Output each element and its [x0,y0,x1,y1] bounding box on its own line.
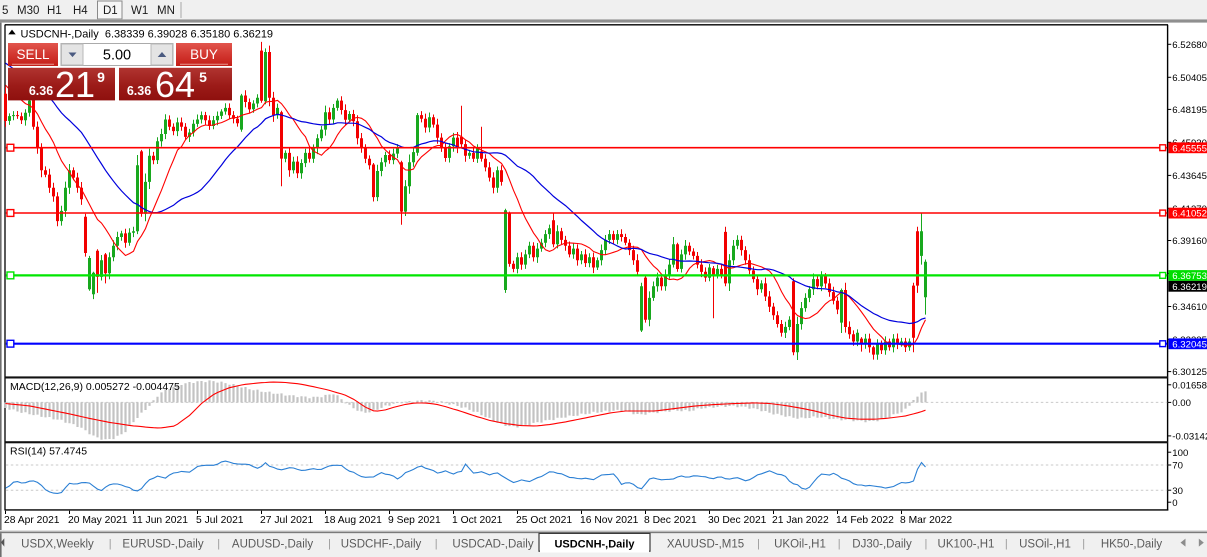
svg-text:11 Jun 2021: 11 Jun 2021 [132,515,188,526]
svg-text:W1: W1 [131,5,148,17]
svg-text:USOil-,H1: USOil-,H1 [1019,539,1071,551]
svg-text:6.36: 6.36 [127,84,151,98]
svg-text:RSI(14) 57.4745: RSI(14) 57.4745 [10,446,87,458]
svg-text:H1: H1 [47,5,62,17]
svg-text:D1: D1 [103,5,118,17]
svg-text:USDCNH-,Daily: USDCNH-,Daily [554,539,635,551]
svg-text:14 Feb 2022: 14 Feb 2022 [836,515,894,526]
svg-text:6.36: 6.36 [29,84,53,98]
svg-text:EURUSD-,Daily: EURUSD-,Daily [122,539,203,551]
svg-text:MN: MN [157,5,175,17]
svg-text:H4: H4 [73,5,88,17]
svg-text:100: 100 [1172,448,1188,459]
svg-text:AUDUSD-,Daily: AUDUSD-,Daily [232,539,313,551]
svg-text:DJ30-,Daily: DJ30-,Daily [852,539,912,551]
svg-text:9 Sep 2021: 9 Sep 2021 [388,515,441,526]
svg-text:|: | [109,538,112,550]
svg-text:6.45555: 6.45555 [1172,143,1207,154]
svg-text:XAUUSD-,M15: XAUUSD-,M15 [667,539,744,551]
svg-text:5 Jul 2021: 5 Jul 2021 [196,515,244,526]
svg-text:5.00: 5.00 [103,48,131,64]
svg-text:USDCAD-,Daily: USDCAD-,Daily [452,539,533,551]
svg-text:USDX,Weekly: USDX,Weekly [21,539,94,551]
svg-text:30 Dec 2021: 30 Dec 2021 [708,515,767,526]
svg-text:1 Oct 2021: 1 Oct 2021 [452,515,503,526]
svg-text:16 Nov 2021: 16 Nov 2021 [580,515,639,526]
svg-text:BUY: BUY [190,47,218,62]
svg-text:MACD(12,26,9) 0.005272 -0.0044: MACD(12,26,9) 0.005272 -0.004475 [10,381,180,393]
svg-text:30: 30 [1172,486,1183,497]
svg-text:9: 9 [97,69,105,85]
svg-text:|: | [757,538,760,550]
svg-text:6.36753: 6.36753 [1172,271,1207,282]
svg-text:18 Aug 2021: 18 Aug 2021 [324,515,382,526]
svg-text:6.43645: 6.43645 [1172,171,1207,182]
svg-text:6.52680: 6.52680 [1172,40,1207,51]
svg-text:|: | [838,538,841,550]
svg-text:64: 64 [155,64,195,105]
svg-text:UKOil-,H1: UKOil-,H1 [774,539,826,551]
svg-text:SELL: SELL [16,47,50,62]
svg-text:6.39160: 6.39160 [1172,236,1207,247]
svg-text:|: | [217,538,220,550]
svg-text:27 Jul 2021: 27 Jul 2021 [260,515,314,526]
svg-text:USDCHF-,Daily: USDCHF-,Daily [341,539,422,551]
svg-text:UK100-,H1: UK100-,H1 [938,539,995,551]
svg-text:6.41052: 6.41052 [1172,209,1207,220]
svg-text:|: | [328,538,331,550]
svg-text:20 May 2021: 20 May 2021 [68,515,128,526]
svg-text:6.36219: 6.36219 [1172,282,1207,293]
svg-text:6.34610: 6.34610 [1172,302,1207,313]
svg-text:6.48195: 6.48195 [1172,105,1207,116]
svg-text:8 Mar 2022: 8 Mar 2022 [900,515,952,526]
svg-text:6.50405: 6.50405 [1172,73,1207,84]
svg-text:8 Dec 2021: 8 Dec 2021 [644,515,697,526]
svg-text:|: | [924,538,927,550]
svg-text:|: | [435,538,438,550]
svg-text:5: 5 [2,5,8,17]
svg-text:USDCNH-,Daily 6.38339 6.39028: USDCNH-,Daily 6.38339 6.39028 6.35180 6.… [21,28,274,40]
svg-text:0: 0 [1172,498,1177,509]
svg-text:6.32045: 6.32045 [1172,339,1207,350]
svg-text:-0.03142: -0.03142 [1172,432,1207,443]
svg-text:28 Apr 2021: 28 Apr 2021 [4,515,60,526]
svg-text:M30: M30 [17,5,39,17]
svg-text:70: 70 [1172,461,1183,472]
svg-text:|: | [1082,538,1085,550]
svg-text:|: | [1005,538,1008,550]
svg-text:21 Jan 2022: 21 Jan 2022 [772,515,829,526]
svg-text:0.016586: 0.016586 [1172,380,1207,391]
svg-text:0.00: 0.00 [1172,398,1191,409]
svg-text:5: 5 [199,69,207,85]
svg-text:25 Oct 2021: 25 Oct 2021 [516,515,572,526]
svg-text:HK50-,Daily: HK50-,Daily [1101,539,1163,551]
svg-text:6.30125: 6.30125 [1172,367,1207,378]
svg-text:21: 21 [55,64,95,105]
